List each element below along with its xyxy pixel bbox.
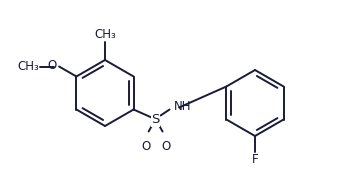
Text: NH: NH bbox=[173, 100, 191, 113]
Text: O: O bbox=[48, 59, 57, 72]
Text: F: F bbox=[252, 153, 258, 166]
Text: CH₃: CH₃ bbox=[94, 28, 116, 41]
Text: O: O bbox=[141, 139, 150, 153]
Text: CH₃: CH₃ bbox=[17, 60, 39, 73]
Text: O: O bbox=[161, 139, 170, 153]
Text: S: S bbox=[152, 113, 160, 126]
